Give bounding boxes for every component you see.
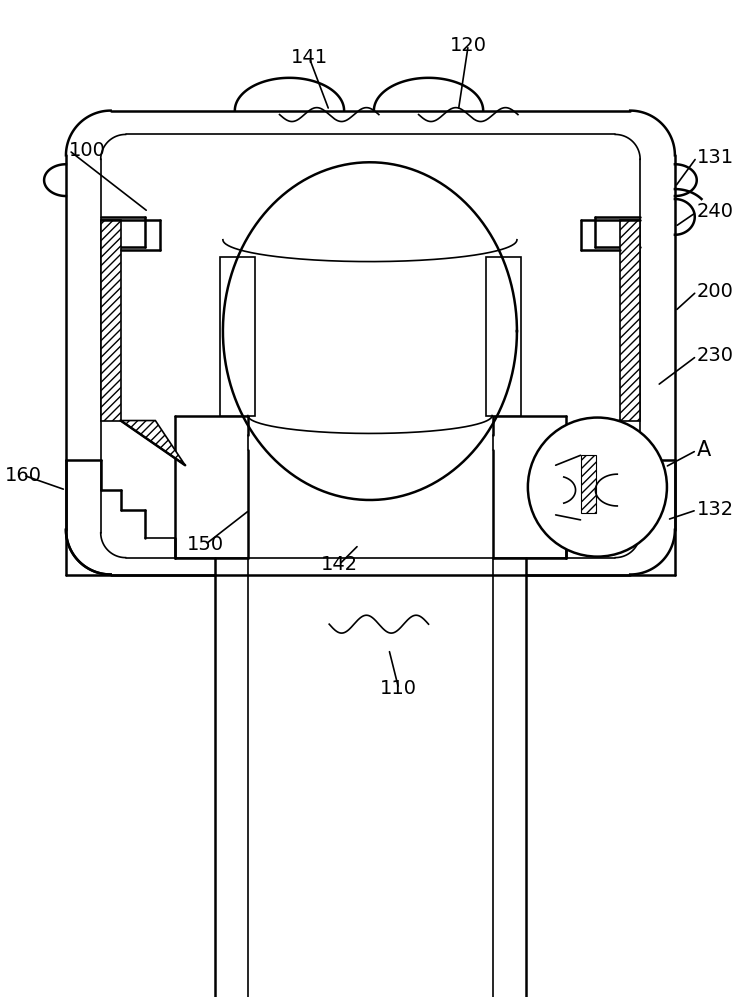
- Text: 110: 110: [380, 679, 418, 698]
- Text: 230: 230: [697, 346, 734, 365]
- Bar: [220, 257, 255, 416]
- Text: 150: 150: [186, 535, 224, 554]
- Text: 120: 120: [450, 36, 487, 55]
- Bar: [620, 220, 640, 421]
- Bar: [101, 220, 120, 421]
- Text: 160: 160: [4, 466, 42, 485]
- Polygon shape: [556, 421, 620, 465]
- Text: A: A: [697, 440, 711, 460]
- Text: 100: 100: [69, 141, 106, 160]
- Polygon shape: [120, 421, 185, 465]
- Text: 240: 240: [697, 202, 734, 221]
- Text: 141: 141: [291, 48, 328, 67]
- Circle shape: [528, 418, 667, 557]
- Text: 132: 132: [697, 500, 734, 519]
- Text: 142: 142: [320, 555, 357, 574]
- Text: 131: 131: [697, 148, 734, 167]
- Text: 200: 200: [697, 282, 733, 301]
- Bar: [580, 455, 597, 513]
- Bar: [486, 257, 521, 416]
